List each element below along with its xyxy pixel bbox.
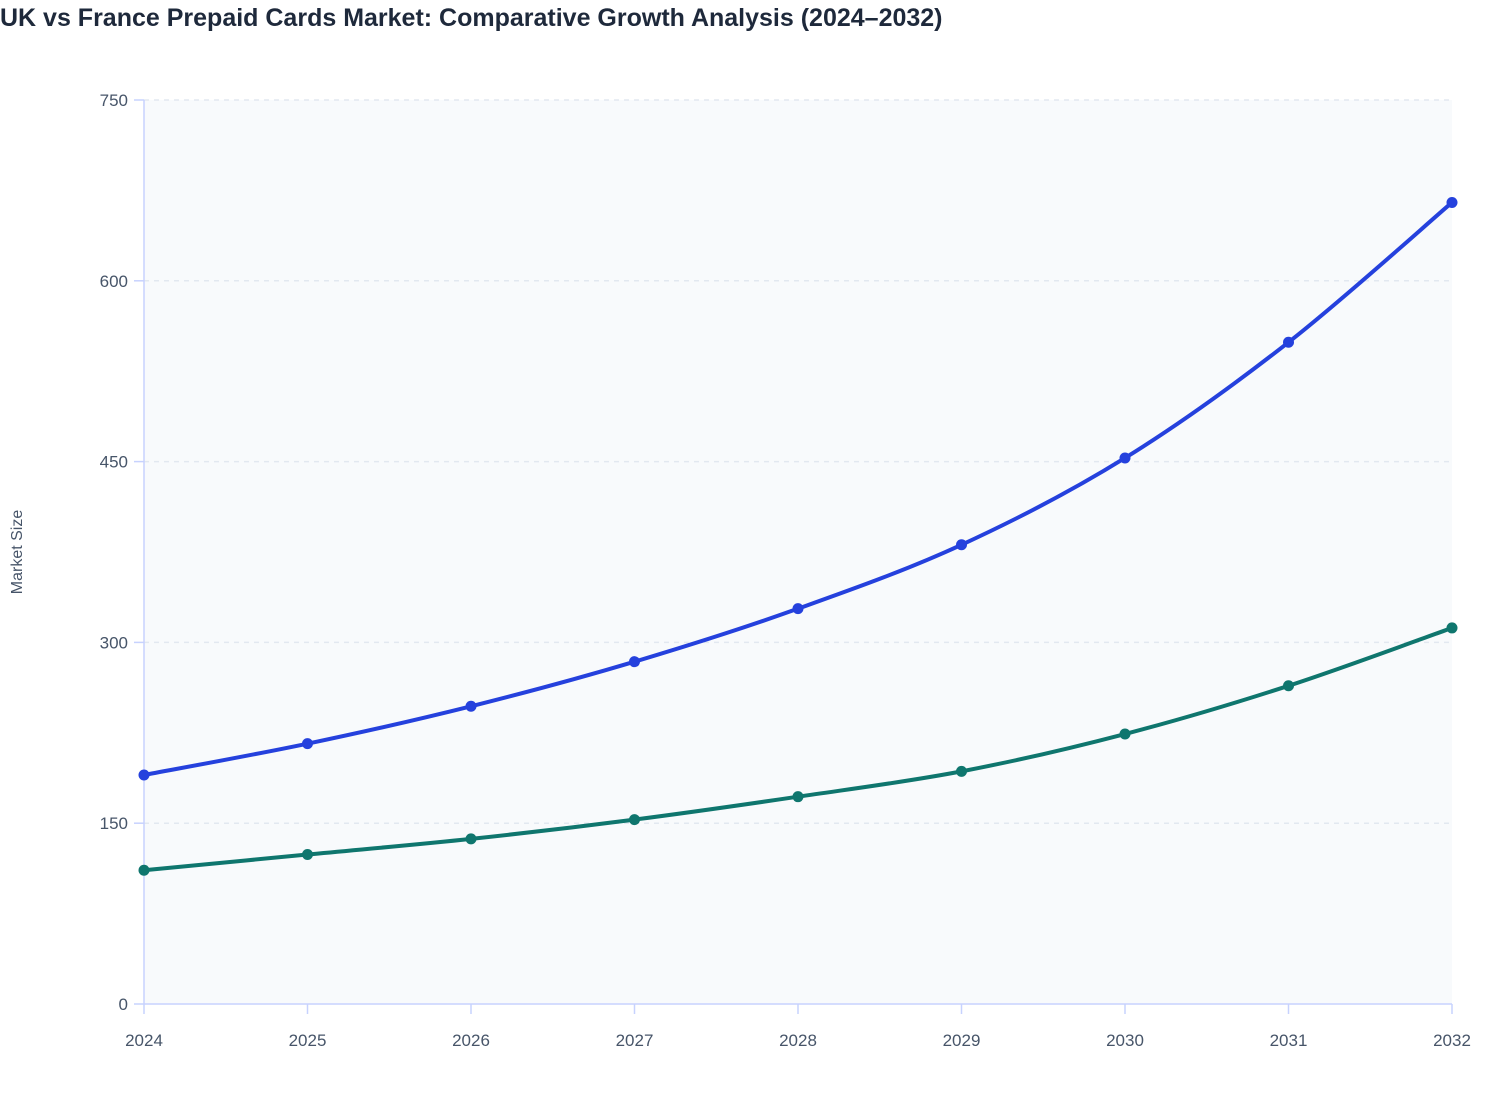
data-point-1 (1446, 622, 1458, 634)
x-tick-label: 2031 (1270, 1031, 1308, 1050)
y-tick-label: 600 (100, 272, 128, 291)
x-tick-label: 2024 (125, 1031, 163, 1050)
data-point-0 (792, 603, 804, 615)
data-point-1 (629, 814, 640, 826)
data-point-0 (302, 738, 313, 750)
data-point-1 (465, 833, 477, 845)
x-tick-label: 2026 (452, 1031, 490, 1050)
series-line-0 (142, 200, 1454, 777)
data-point-0 (1446, 196, 1458, 208)
x-tick-label: 2025 (289, 1031, 327, 1050)
data-point-0 (138, 769, 150, 781)
x-tick-label: 2032 (1433, 1031, 1471, 1050)
plot-background (144, 100, 1452, 1004)
x-tick-label: 2027 (616, 1031, 654, 1050)
data-point-0 (1119, 452, 1131, 464)
y-tick-label: 300 (100, 633, 128, 652)
x-tick-label: 2030 (1106, 1031, 1144, 1050)
x-tick-label: 2029 (943, 1031, 981, 1050)
data-point-1 (1119, 728, 1131, 740)
data-point-0 (465, 700, 477, 712)
x-tick-label: 2028 (779, 1031, 817, 1050)
data-point-0 (1283, 336, 1294, 348)
y-tick-label: 750 (100, 91, 128, 110)
data-point-1 (792, 791, 804, 803)
data-point-0 (956, 539, 967, 551)
chart-title: UK vs France Prepaid Cards Market: Compa… (0, 4, 943, 32)
y-tick-label: 450 (100, 453, 128, 472)
data-point-1 (1283, 680, 1294, 692)
data-point-0 (629, 656, 640, 668)
data-point-1 (138, 864, 150, 876)
y-tick-label: 150 (100, 814, 128, 833)
y-axis-label: Market Size (9, 510, 26, 595)
y-tick-label: 0 (119, 995, 128, 1014)
data-point-1 (302, 849, 313, 861)
data-point-1 (956, 765, 967, 777)
